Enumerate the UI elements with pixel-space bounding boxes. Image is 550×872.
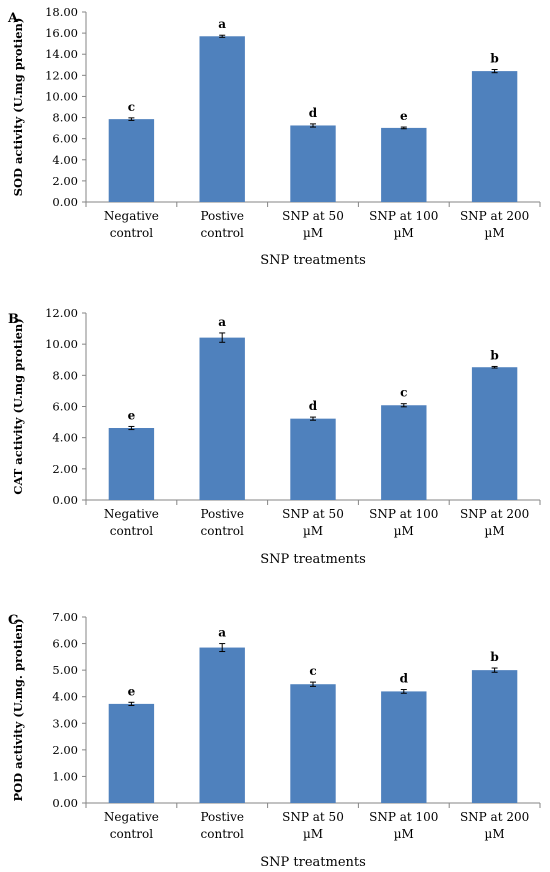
y-tick-label: 0.00 xyxy=(52,796,78,810)
x-tick-label: µM xyxy=(485,524,505,538)
y-tick-label: 1.00 xyxy=(52,769,78,783)
y-tick-label: 3.00 xyxy=(52,716,78,730)
y-tick-label: 10.00 xyxy=(45,89,78,103)
x-tick-label: control xyxy=(201,827,244,841)
significance-letter: e xyxy=(400,109,408,123)
panel-letter: A xyxy=(7,11,19,26)
y-tick-label: 6.00 xyxy=(52,400,78,414)
x-tick-label: SNP at 50 xyxy=(282,209,344,223)
significance-letter: e xyxy=(128,684,136,698)
y-tick-label: 2.00 xyxy=(52,743,78,757)
significance-letter: c xyxy=(309,664,316,678)
x-tick-label: SNP at 200 xyxy=(460,209,529,223)
x-tick-label: SNP at 200 xyxy=(460,810,529,824)
x-tick-label: control xyxy=(110,827,153,841)
significance-letter: b xyxy=(490,348,498,362)
y-axis-title: POD activity (U.mg. protien) xyxy=(11,618,25,801)
x-axis-title: SNP treatments xyxy=(260,855,366,870)
y-tick-label: 14.00 xyxy=(45,47,78,61)
significance-letter: a xyxy=(218,315,226,329)
x-tick-label: control xyxy=(110,226,153,240)
bar xyxy=(290,684,336,803)
significance-letter: a xyxy=(218,17,226,31)
y-tick-label: 2.00 xyxy=(52,462,78,476)
x-tick-label: µM xyxy=(485,226,505,240)
x-axis-title: SNP treatments xyxy=(260,253,366,268)
panel-letter: B xyxy=(8,312,19,327)
x-tick-label: control xyxy=(201,524,244,538)
y-tick-label: 18.00 xyxy=(45,5,78,19)
bar xyxy=(471,71,518,202)
x-tick-label: Postive xyxy=(200,209,244,223)
significance-letter: e xyxy=(128,408,136,422)
x-tick-label: SNP at 50 xyxy=(282,507,344,521)
y-tick-label: 7.00 xyxy=(52,610,78,624)
bar xyxy=(471,367,518,500)
x-tick-label: control xyxy=(201,226,244,240)
y-tick-label: 12.00 xyxy=(45,306,78,320)
x-tick-label: µM xyxy=(303,827,323,841)
bar xyxy=(108,119,155,202)
x-tick-label: control xyxy=(110,524,153,538)
significance-letter: d xyxy=(309,399,318,413)
x-tick-label: Postive xyxy=(200,810,244,824)
y-tick-label: 0.00 xyxy=(52,195,78,209)
y-tick-label: 8.00 xyxy=(52,111,78,125)
bar xyxy=(108,703,155,803)
y-tick-label: 8.00 xyxy=(52,368,78,382)
y-tick-label: 16.00 xyxy=(45,26,78,40)
bar xyxy=(199,36,245,203)
bar xyxy=(199,337,245,500)
significance-letter: b xyxy=(490,650,498,664)
y-tick-label: 4.00 xyxy=(52,153,78,167)
bar xyxy=(199,647,245,803)
bar xyxy=(290,418,336,500)
panel-letter: C xyxy=(8,613,18,628)
x-tick-label: µM xyxy=(394,524,414,538)
x-tick-label: µM xyxy=(303,226,323,240)
x-tick-label: Postive xyxy=(200,507,244,521)
y-tick-label: 2.00 xyxy=(52,174,78,188)
bar xyxy=(108,428,155,500)
x-tick-label: µM xyxy=(394,827,414,841)
x-tick-label: SNP at 100 xyxy=(369,209,438,223)
bar xyxy=(381,691,427,803)
x-tick-label: SNP at 200 xyxy=(460,507,529,521)
x-tick-label: Negative xyxy=(104,209,159,223)
x-tick-label: µM xyxy=(303,524,323,538)
significance-letter: c xyxy=(400,386,407,400)
y-tick-label: 4.00 xyxy=(52,431,78,445)
x-tick-label: Negative xyxy=(104,810,159,824)
bar xyxy=(290,125,336,202)
y-tick-label: 6.00 xyxy=(52,637,78,651)
significance-letter: d xyxy=(309,106,318,120)
x-tick-label: µM xyxy=(485,827,505,841)
y-axis-title: SOD activity (U.mg protien) xyxy=(11,18,25,197)
y-tick-label: 0.00 xyxy=(52,493,78,507)
significance-letter: a xyxy=(218,626,226,640)
x-tick-label: Negative xyxy=(104,507,159,521)
x-tick-label: SNP at 100 xyxy=(369,507,438,521)
x-axis-title: SNP treatments xyxy=(260,552,366,567)
y-tick-label: 5.00 xyxy=(52,663,78,677)
y-axis-title: CAT activity (U.mg protien) xyxy=(11,318,25,494)
bar xyxy=(471,670,518,803)
y-tick-label: 10.00 xyxy=(45,337,78,351)
significance-letter: d xyxy=(400,672,409,686)
bar xyxy=(381,405,427,500)
y-tick-label: 4.00 xyxy=(52,690,78,704)
y-tick-label: 12.00 xyxy=(45,68,78,82)
bar xyxy=(381,127,427,202)
x-tick-label: SNP at 100 xyxy=(369,810,438,824)
x-tick-label: SNP at 50 xyxy=(282,810,344,824)
y-tick-label: 6.00 xyxy=(52,132,78,146)
significance-letter: b xyxy=(490,52,498,66)
x-tick-label: µM xyxy=(394,226,414,240)
significance-letter: c xyxy=(128,100,135,114)
